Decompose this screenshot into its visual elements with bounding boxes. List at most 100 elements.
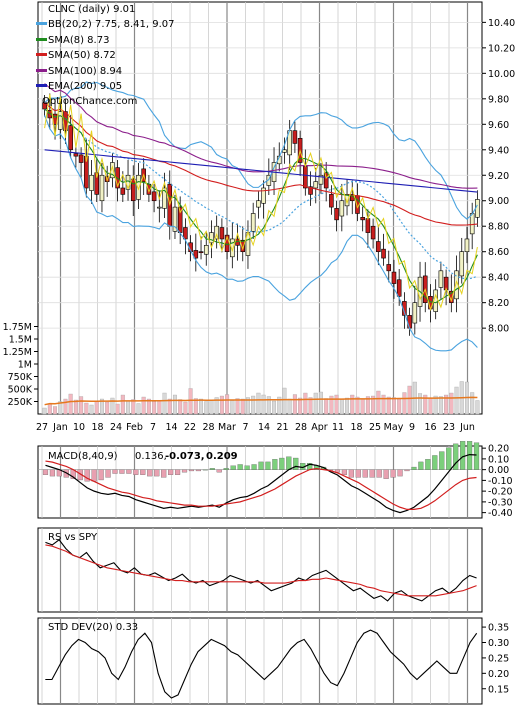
volume-bar	[470, 392, 475, 415]
macd-legend: MACD(8,40,9) 0.136, -0.073, 0.209	[48, 451, 238, 462]
volume-bar	[418, 393, 423, 415]
macd-tick-label: 0.00	[488, 465, 509, 476]
macd-histogram-bar	[272, 459, 278, 470]
std-tick-label: 0.35	[488, 623, 509, 634]
volume-bar	[345, 397, 350, 415]
volume-bar	[188, 388, 193, 415]
rs-panel-frame	[37, 527, 483, 613]
volume-bar	[115, 403, 120, 415]
sma100-line	[44, 83, 478, 189]
date-label: 22	[184, 422, 196, 433]
price-tick-label: 9.80	[488, 94, 509, 105]
macd-tick-label: 0.10	[488, 454, 509, 465]
macd-histogram-bar	[369, 469, 375, 478]
volume-bar	[365, 396, 370, 415]
date-label: 14	[165, 422, 177, 433]
macd-histogram-bar	[293, 457, 299, 470]
bollinger-middle	[44, 108, 478, 280]
macd-panel-frame	[37, 445, 483, 519]
macd-histogram-bar	[258, 461, 264, 470]
candle-body	[469, 213, 475, 235]
volume-bar	[245, 397, 250, 415]
macd-tick-label: -0.40	[488, 508, 513, 519]
date-label: Mar	[218, 422, 236, 433]
macd-histogram-bar	[362, 469, 368, 478]
volume-tick-label: 1.25M	[3, 347, 32, 358]
candle-body	[151, 191, 157, 202]
candle-body	[89, 174, 94, 191]
volume-bar	[94, 400, 99, 415]
macd-histogram-bar	[223, 468, 229, 470]
volume-bar	[277, 396, 282, 415]
date-label: 18	[350, 422, 362, 433]
volume-bar	[53, 406, 58, 415]
volume-bar	[324, 398, 329, 415]
macd-histogram-bar	[133, 469, 139, 475]
macd-histogram-bar	[84, 469, 90, 482]
legend-swatch-sma8	[36, 38, 47, 41]
macd-histogram-bar	[411, 466, 417, 470]
date-label: 16	[424, 422, 436, 433]
volume-bar	[449, 392, 454, 415]
volume-bar	[73, 399, 78, 415]
volume-bar	[230, 400, 235, 415]
volume-bar	[235, 398, 240, 415]
volume-bar	[454, 386, 459, 415]
macd-histogram-bar	[230, 465, 236, 470]
candle-body	[360, 217, 365, 221]
volume-bar	[402, 392, 407, 415]
legend-swatch-sma50	[36, 53, 47, 56]
watermark: OptionChance.com	[42, 96, 137, 107]
volume-bar	[193, 398, 198, 415]
candle-body	[240, 239, 246, 253]
rs-average-line	[45, 544, 477, 597]
macd-histogram-bar	[181, 469, 188, 473]
volume-bar	[42, 407, 47, 415]
legend-swatch-bb	[36, 22, 47, 25]
macd-histogram-bar	[161, 469, 167, 478]
macd-histogram-bar	[425, 459, 431, 470]
macd-histogram-bar	[91, 469, 97, 482]
price-tick-label: 8.60	[488, 247, 509, 258]
macd-histogram-bar	[376, 469, 382, 478]
price-tick-label: 9.20	[488, 171, 509, 182]
macd-value: 0.136,	[135, 451, 167, 462]
candle-body	[459, 251, 465, 277]
legend-swatch-ema200	[36, 84, 47, 87]
macd-line	[45, 453, 477, 514]
candle-body	[318, 174, 324, 185]
macd-histogram-bar	[334, 469, 341, 473]
volume-bar	[339, 398, 344, 415]
date-label: 21	[276, 422, 288, 433]
macd-histogram-bar	[209, 468, 215, 470]
macd-histogram-bar	[98, 469, 104, 481]
date-label: Feb	[126, 422, 143, 433]
date-label: 14	[258, 422, 270, 433]
macd-histogram-bar	[251, 464, 257, 470]
candle-body	[438, 270, 444, 288]
keltner-line	[44, 94, 478, 312]
candle-body	[219, 227, 225, 240]
date-label: 18	[91, 422, 103, 433]
volume-tick-label: 250K	[8, 397, 33, 408]
ticker-label: CLNC (daily) 9.01	[48, 4, 135, 15]
price-tick-label: 8.80	[488, 222, 509, 233]
price-panel-frame	[37, 1, 483, 415]
volume-bar	[240, 398, 245, 415]
macd-histogram-bar	[195, 469, 202, 472]
macd-histogram-bar	[453, 443, 459, 470]
volume-bar	[381, 394, 386, 415]
volume-tick-label: 1M	[18, 360, 32, 371]
std-legend: STD DEV(20) 0.33	[48, 622, 138, 633]
candle-body	[261, 187, 266, 204]
date-label: 28	[295, 422, 307, 433]
candle-body	[84, 155, 89, 189]
candle-body	[110, 162, 115, 179]
std-tick-label: 0.15	[488, 684, 509, 695]
macd-histogram-bar	[147, 469, 153, 477]
macd-label: MACD(8,40,9)	[48, 451, 118, 462]
volume-bar	[251, 395, 256, 415]
candle-body	[198, 251, 204, 254]
macd-histogram-bar	[397, 469, 403, 477]
